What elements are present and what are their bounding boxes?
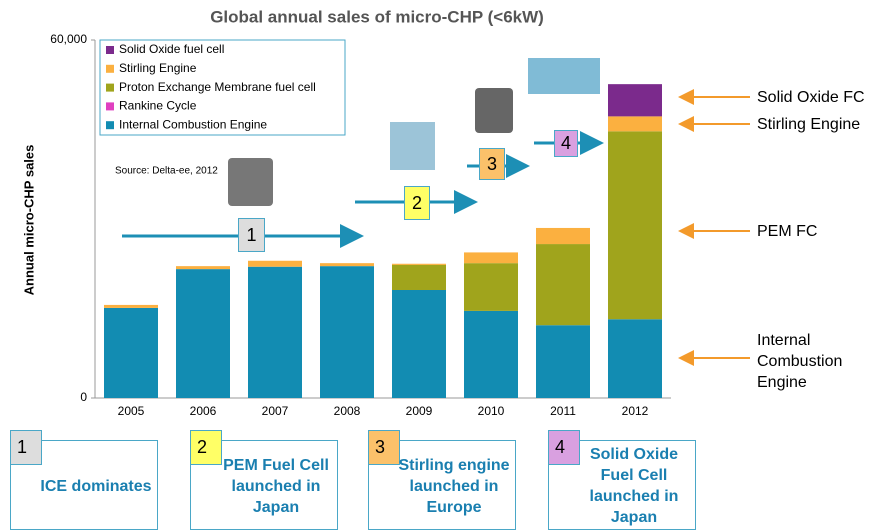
- milestone-marker: 4: [554, 130, 578, 157]
- legend-swatch: [106, 121, 114, 129]
- engine-image: [228, 158, 273, 206]
- bar-segment: [248, 267, 302, 398]
- bar-segment: [608, 116, 662, 131]
- legend-label: Rankine Cycle: [119, 99, 197, 113]
- bar-segment: [536, 244, 590, 325]
- bar-segment: [392, 290, 446, 398]
- callout-label: PEM FC: [757, 221, 872, 242]
- bar-segment: [320, 266, 374, 398]
- legend-swatch: [106, 65, 114, 73]
- bar-segment: [536, 325, 590, 398]
- bar-segment: [176, 269, 230, 398]
- milestone-marker: 3: [479, 148, 505, 180]
- bar-segment: [392, 264, 446, 265]
- milestone-text: PEM Fuel Cell launched in Japan: [220, 444, 332, 528]
- y-tick-label: 60,000: [50, 32, 87, 46]
- milestone-text: ICE dominates: [40, 444, 152, 528]
- callout-label: Internal Combustion Engine: [757, 330, 872, 393]
- bar-segment: [464, 263, 518, 311]
- bar-segment: [464, 311, 518, 398]
- milestone-number: 4: [548, 430, 580, 465]
- legend-swatch: [106, 84, 114, 92]
- callout-label: Stirling Engine: [757, 114, 872, 135]
- x-tick-label: 2005: [118, 404, 145, 418]
- milestone-text: Stirling engine launched in Europe: [398, 444, 510, 528]
- stirling-image: [475, 88, 513, 133]
- y-tick-label: 0: [80, 390, 87, 404]
- milestone-marker: 2: [404, 186, 430, 220]
- bar-segment: [392, 265, 446, 290]
- bar-segment: [608, 131, 662, 319]
- legend-label: Stirling Engine: [119, 61, 197, 75]
- x-tick-label: 2012: [622, 404, 649, 418]
- y-axis-title: Annual micro-CHP sales: [21, 145, 36, 296]
- legend-swatch: [106, 102, 114, 110]
- bar-segment: [104, 308, 158, 398]
- x-tick-label: 2010: [478, 404, 505, 418]
- bar-segment: [320, 263, 374, 266]
- bar-segment: [536, 228, 590, 244]
- page: Global annual sales of micro-CHP (<6kW) …: [0, 0, 878, 532]
- x-tick-label: 2006: [190, 404, 217, 418]
- fuel-cell-image: [390, 122, 435, 170]
- chart-title: Global annual sales of micro-CHP (<6kW): [210, 7, 544, 26]
- legend-label: Proton Exchange Membrane fuel cell: [119, 80, 316, 94]
- milestone-number: 3: [368, 430, 400, 465]
- x-tick-label: 2009: [406, 404, 433, 418]
- legend-label: Internal Combustion Engine: [119, 117, 267, 131]
- bar-segment: [176, 266, 230, 269]
- bar-segment: [248, 261, 302, 267]
- x-tick-label: 2011: [550, 404, 576, 418]
- x-tick-label: 2008: [334, 404, 361, 418]
- bar-segment: [608, 84, 662, 116]
- bar-segment: [104, 305, 158, 308]
- milestone-number: 1: [10, 430, 42, 465]
- milestone-marker: 1: [238, 218, 265, 252]
- callout-label: Solid Oxide FC: [757, 87, 872, 108]
- source-note: Source: Delta-ee, 2012: [115, 166, 218, 177]
- bar-segment: [608, 319, 662, 398]
- legend-label: Solid Oxide fuel cell: [119, 42, 224, 56]
- x-tick-label: 2007: [262, 404, 289, 418]
- sofc-image: [528, 58, 600, 94]
- milestone-text: Solid Oxide Fuel Cell launched in Japan: [578, 444, 690, 528]
- milestone-number: 2: [190, 430, 222, 465]
- bar-segment: [464, 252, 518, 263]
- legend-swatch: [106, 46, 114, 54]
